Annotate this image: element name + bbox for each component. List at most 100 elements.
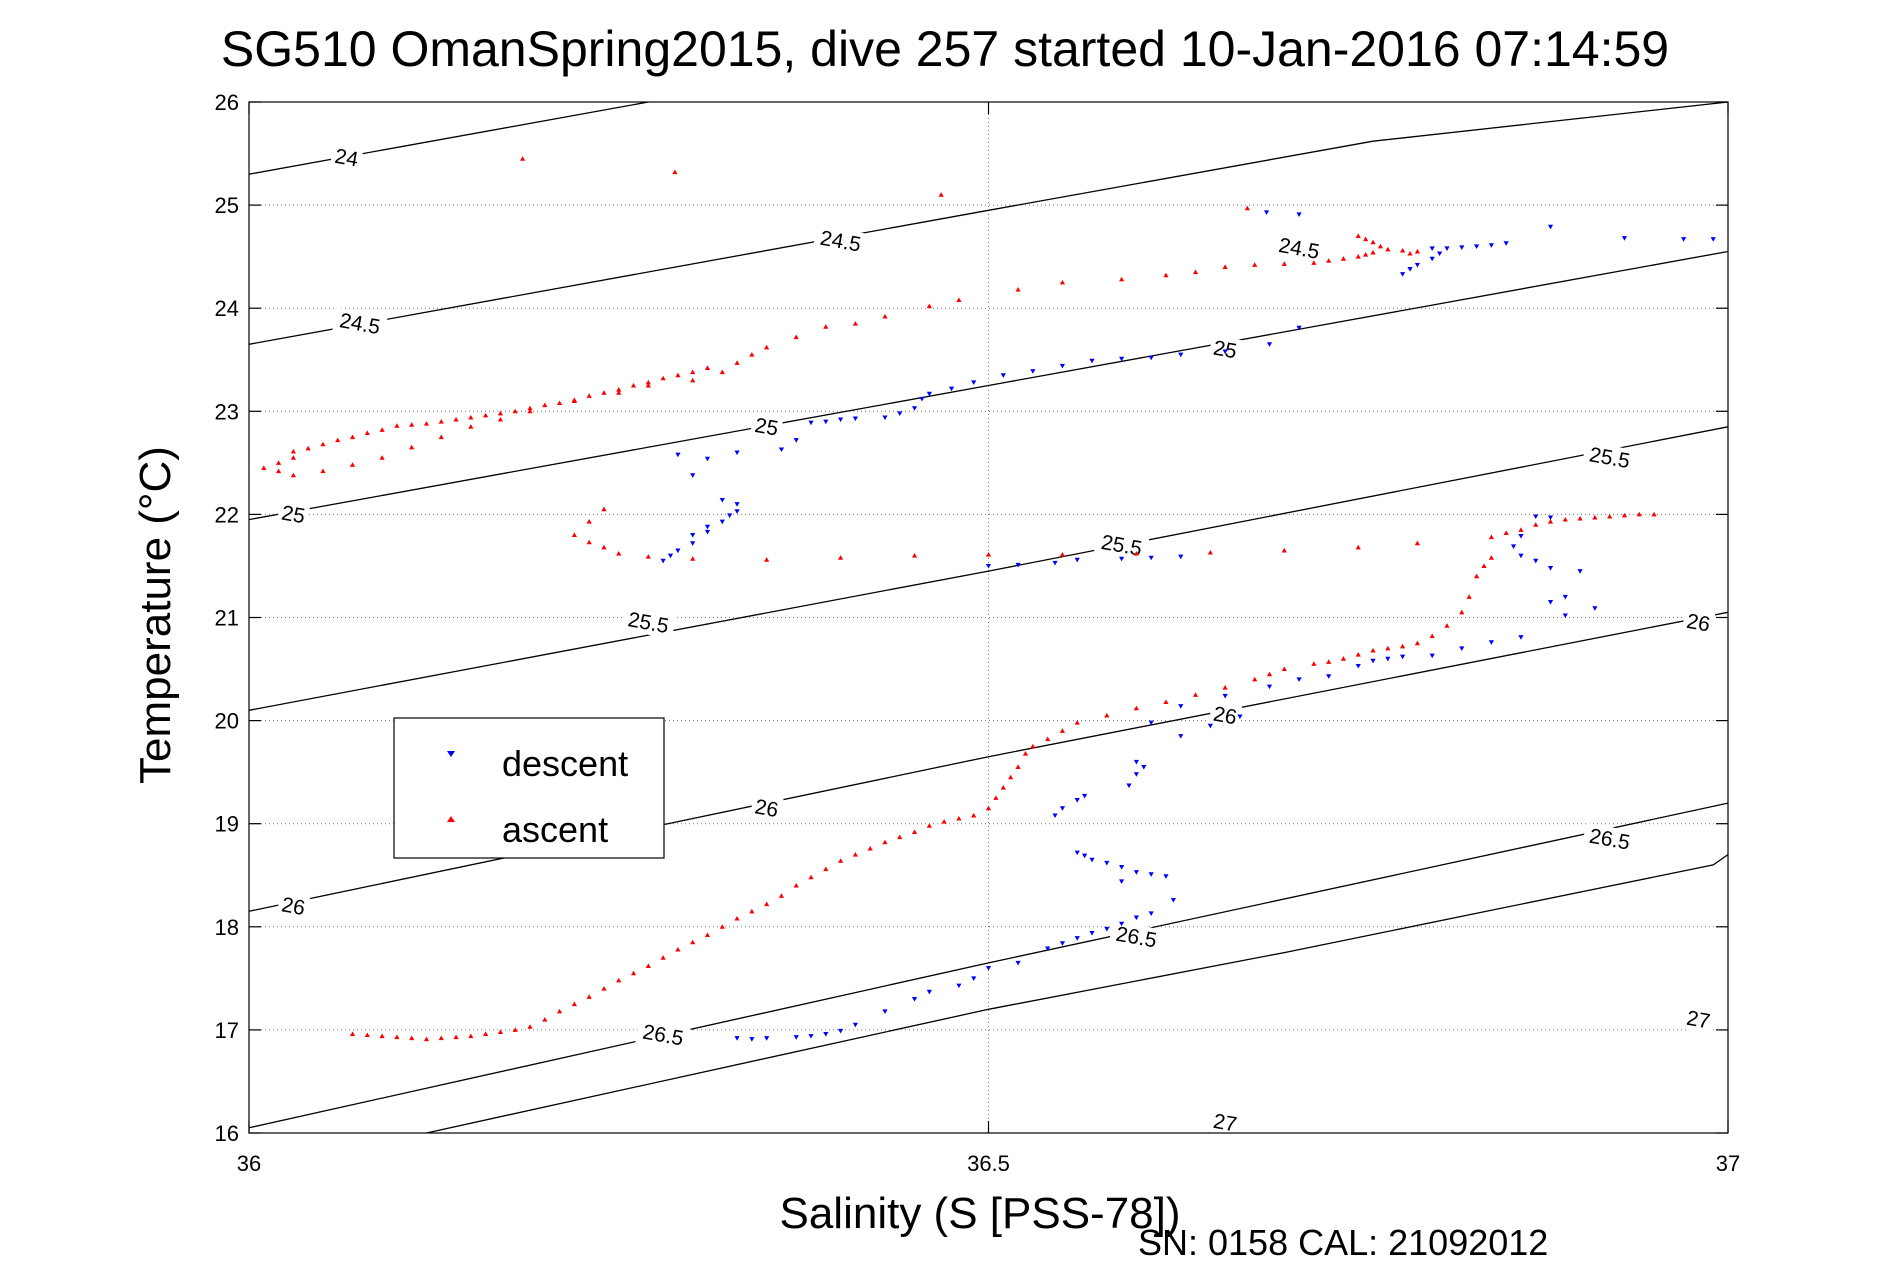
descent-marker [1089,930,1095,936]
descent-marker [926,391,932,397]
ascent-marker [838,858,844,863]
descent-marker [823,419,829,425]
contour-label-group: 25 [749,412,784,442]
ascent-marker [1355,254,1361,259]
y-tick-label: 24 [215,296,239,321]
y-tick-label: 23 [215,399,239,424]
descent-marker [1473,244,1480,249]
descent-marker [1133,870,1139,875]
ascent-marker [349,462,356,467]
descent-marker [1133,915,1139,921]
ascent-marker [1607,513,1613,519]
descent-marker [1126,783,1132,789]
ascent-marker [261,465,267,471]
descent-marker [823,1032,829,1037]
descent-marker [1119,879,1125,885]
descent-marker [1059,363,1066,369]
ascent-marker [660,955,666,960]
descent-marker [1074,557,1080,563]
density-contour-line [249,802,1728,1129]
ascent-marker [1370,239,1376,245]
ascent-marker [483,1031,489,1037]
ascent-marker [1133,705,1139,711]
axes-frame: 36 36.5 37 16 17 18 19 20 21 22 23 24 25 26 [215,90,1741,1176]
descent-marker [1133,772,1139,777]
descent-marker [1163,874,1169,879]
descent-marker [1178,554,1184,560]
descent-marker [734,1036,740,1041]
ascent-marker [423,421,430,426]
ascent-marker [1015,287,1021,292]
ascent-marker [527,405,533,411]
ascent-marker [911,553,918,558]
y-tick-label: 20 [215,709,239,734]
descent-marker [1518,553,1524,559]
ascent-marker [409,1035,415,1041]
ascent-marker [882,313,888,319]
descent-marker [1710,237,1716,242]
descent-marker [956,983,962,989]
ascent-marker [852,852,858,857]
descent-marker [660,558,666,564]
contour-label: 26 [1685,610,1712,637]
ascent-marker [305,445,311,451]
contour-label: 27 [1685,1007,1712,1034]
ascent-marker [956,815,962,821]
ascent-marker [1311,260,1317,265]
ascent-marker [1370,647,1376,653]
ascent-marker [320,441,326,447]
descent-marker [1119,865,1125,870]
legend-label-descent: descent [502,743,628,784]
descent-marker [1178,734,1184,739]
ascent-marker [542,402,548,408]
descent-marker [926,989,932,995]
descent-marker [1178,704,1184,709]
descent-marker [1488,640,1494,645]
ascent-marker [1059,552,1066,557]
contour-label-bg [332,307,388,341]
chart-title: SG510 OmanSpring2015, dive 257 started 1… [221,21,1669,77]
ascent-marker [1400,247,1406,253]
descent-marker [1222,693,1228,699]
legend-label-ascent: ascent [502,809,608,850]
contour-label: 26 [280,893,307,920]
ascent-marker [1222,264,1228,269]
ascent-marker [349,434,356,440]
ascent-marker [520,156,526,161]
ascent-marker [1473,573,1480,579]
descent-marker [1436,251,1443,257]
descent-marker [667,553,674,559]
ascent-marker [1363,251,1369,257]
descent-marker [749,1037,755,1042]
descent-marker [1074,850,1080,856]
descent-marker [1082,853,1088,859]
plot-area: 2424.524.524.525252525.525.525.526262626… [249,102,1728,1133]
descent-marker [1059,806,1066,811]
ascent-marker [1192,692,1199,697]
ascent-marker [586,539,592,545]
ascent-marker [1592,514,1598,520]
descent-marker [971,976,977,981]
descent-legend-marker [447,751,455,757]
descent-marker [734,450,740,456]
descent-marker [1015,562,1021,568]
serial-calibration-footer: SN: 0158 CAL: 21092012 [1138,1222,1548,1262]
ascent-marker [497,416,504,422]
ascent-marker [616,390,622,395]
ascent-marker [1459,609,1465,615]
contour-label-group: 25 [276,499,311,529]
descent-marker [1148,911,1154,916]
ascent-marker [1045,736,1051,742]
descent-marker [1222,349,1228,355]
ascent-marker [734,360,740,365]
density-contour-line [426,854,1728,1133]
contour-label-group: 26 [276,891,311,921]
descent-marker [1547,600,1554,605]
contour-label-bg [1681,608,1716,638]
ascent-marker [616,977,622,983]
ascent-marker [956,297,962,302]
contour-label-bg [1581,441,1638,475]
descent-marker [838,417,844,423]
descent-marker [985,563,992,569]
descent-marker [1148,872,1154,877]
